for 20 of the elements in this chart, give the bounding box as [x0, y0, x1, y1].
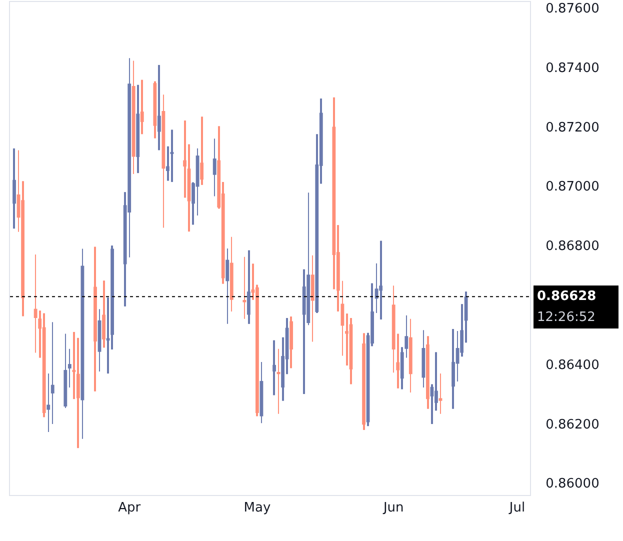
ref-line-label: 0.86628 [537, 289, 596, 304]
candlestick [345, 314, 348, 366]
y-tick-label: 0.87600 [546, 1, 600, 16]
y-tick-label: 0.86000 [546, 476, 600, 492]
y-tick-label: 0.86400 [546, 358, 600, 373]
x-tick-label: Jun [382, 500, 404, 516]
text: 12:26:52 [537, 310, 596, 325]
y-tick-label: 0.86800 [546, 239, 600, 254]
y-tick-label: 0.87400 [546, 60, 600, 76]
candlestick [379, 240, 383, 320]
y-tick-label: 0.87000 [546, 180, 600, 195]
x-tick-label: Jul [508, 500, 526, 516]
x-tick-label: Apr [118, 500, 142, 516]
candlestick [50, 322, 54, 424]
candlestick [242, 256, 246, 319]
y-tick-label: 0.87200 [546, 120, 600, 136]
candlestick [438, 374, 442, 414]
y-tick-label: 0.86200 [546, 417, 600, 432]
x-tick-label: May [244, 500, 271, 516]
candlestick [46, 374, 50, 432]
